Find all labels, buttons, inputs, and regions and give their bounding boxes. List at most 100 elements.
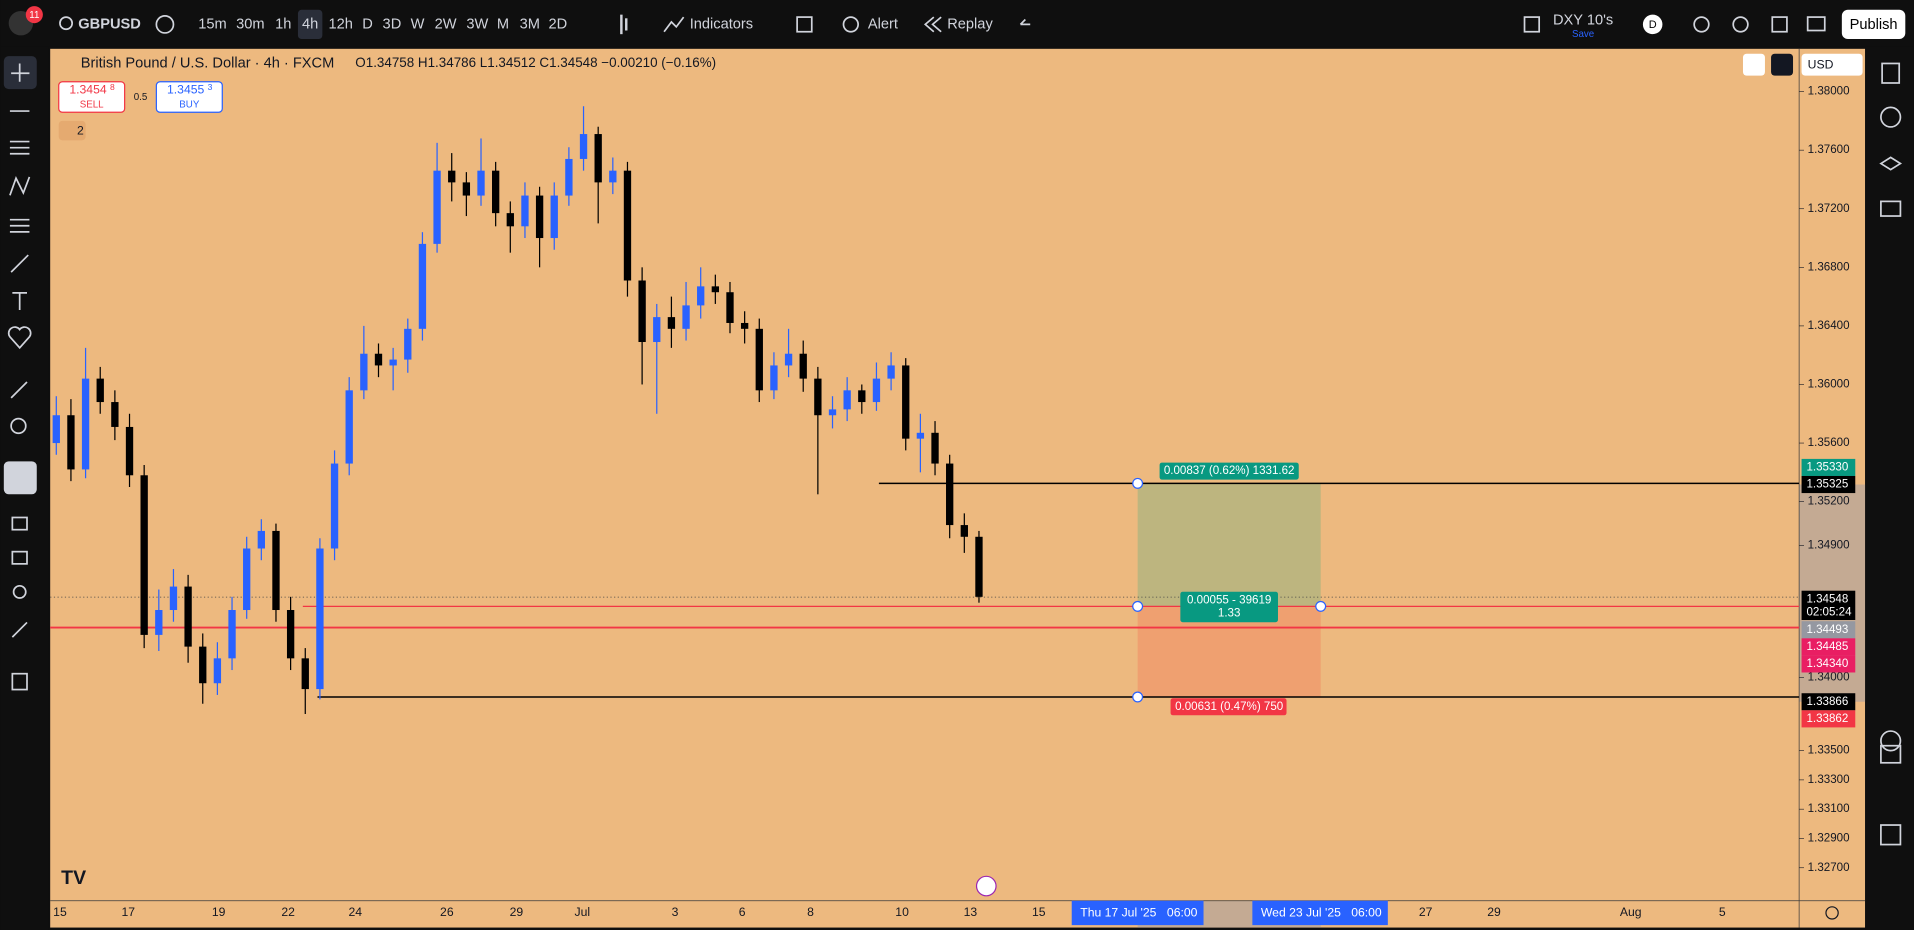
object-tree[interactable]	[1879, 156, 1903, 171]
axis-settings[interactable]	[1825, 906, 1839, 920]
hotlist[interactable]	[1880, 730, 1902, 752]
publish-button[interactable]	[1841, 9, 1906, 40]
text-tool[interactable]	[12, 292, 28, 310]
candle-body	[653, 317, 661, 343]
quick-search[interactable]	[1693, 16, 1710, 33]
x-tick-label: 29	[510, 905, 524, 919]
axis-price-box	[1801, 693, 1856, 711]
x-tick-label: 29	[1487, 905, 1501, 919]
calendar[interactable]	[1880, 744, 1902, 764]
timeframe[interactable]: 2W	[435, 16, 457, 32]
pattern-tool[interactable]	[9, 176, 31, 196]
symbol-title: British Pound / U.S. Dollar · 4h · FXCM	[81, 55, 335, 71]
measure-tool[interactable]	[10, 381, 28, 399]
prediction-tool[interactable]	[9, 218, 30, 233]
candle-body	[697, 286, 705, 306]
add-symbol[interactable]	[155, 15, 175, 34]
fib-tool[interactable]	[9, 140, 30, 155]
indicators-button[interactable]: Indicators	[690, 16, 753, 32]
timeframe[interactable]: 1h	[275, 16, 291, 32]
timeframe[interactable]: W	[411, 16, 425, 32]
layout-status: Save	[1572, 29, 1594, 40]
candle-body	[52, 415, 60, 444]
zoom-tool[interactable]	[10, 417, 27, 435]
watchlist[interactable]	[1881, 62, 1901, 84]
layout-name[interactable]: DXY 10's	[1553, 13, 1613, 29]
buy-button[interactable]	[155, 81, 223, 113]
magnet-tool[interactable]	[3, 461, 37, 495]
currency-select[interactable]	[1801, 53, 1863, 76]
stop-label: 0.00631 (0.47%) 750	[1175, 701, 1283, 713]
event-marker[interactable]	[975, 875, 997, 897]
risk-reward: 1.33	[1218, 608, 1241, 620]
scroll-button[interactable]	[1742, 53, 1765, 76]
lock-tool[interactable]	[11, 550, 28, 565]
x-tick-label: 6	[739, 905, 746, 919]
link-tool[interactable]	[11, 621, 28, 638]
snapshot[interactable]	[1806, 16, 1826, 32]
time-range-box	[1071, 900, 1204, 926]
avatar[interactable]	[1642, 14, 1663, 35]
stop-label-box	[1170, 698, 1287, 716]
sell-button[interactable]	[58, 81, 126, 113]
fullscreen[interactable]	[1771, 16, 1788, 33]
handle[interactable]	[1132, 691, 1144, 703]
stay-drawing[interactable]	[11, 516, 28, 531]
candle-body	[843, 390, 851, 410]
timeframe[interactable]: 3W	[466, 16, 488, 32]
timeframe[interactable]: 30m	[236, 16, 264, 32]
candle-body	[858, 390, 866, 403]
maximize-button[interactable]	[1771, 53, 1794, 76]
timeframe[interactable]: 3M	[520, 16, 540, 32]
timeframe[interactable]: 15m	[198, 16, 226, 32]
candle-body	[286, 610, 295, 659]
undo[interactable]	[1019, 18, 1031, 26]
chat[interactable]	[1880, 200, 1902, 217]
delete-tool[interactable]	[11, 672, 28, 691]
y-tick-label: 1.36000	[1808, 379, 1850, 391]
time-range-box	[1252, 900, 1388, 926]
indicator-toggle[interactable]	[58, 120, 86, 141]
y-tick-label: 1.33100	[1808, 803, 1850, 815]
handle[interactable]	[1132, 600, 1144, 612]
candle-body	[213, 658, 222, 684]
candle-body	[623, 170, 632, 281]
y-tick-label: 1.32700	[1808, 862, 1850, 874]
hide-tool[interactable]	[12, 584, 27, 599]
layout-icon[interactable]	[1523, 16, 1541, 33]
axis-price-box	[1801, 475, 1856, 494]
crosshair-tool[interactable]	[11, 63, 30, 82]
search-icon[interactable]	[59, 16, 74, 31]
candle-body	[448, 170, 456, 183]
alert-button[interactable]: Alert	[868, 16, 898, 32]
y-tick-label: 1.36400	[1808, 320, 1850, 332]
handle[interactable]	[1132, 477, 1144, 489]
timeframe[interactable]: M	[497, 16, 509, 32]
x-tick-label: 13	[964, 905, 978, 919]
chart-type-icon[interactable]	[620, 14, 623, 35]
products[interactable]	[1880, 824, 1902, 846]
handle[interactable]	[1315, 600, 1327, 612]
candle-body	[828, 409, 837, 416]
entry-label-box	[1180, 591, 1278, 623]
favorites-tool[interactable]	[7, 326, 32, 350]
x-tick-label: 17	[122, 905, 136, 919]
buy-label: BUY	[179, 100, 200, 111]
candle-body	[550, 195, 558, 239]
timeframe[interactable]: 12h	[328, 16, 352, 32]
axis-price-label: 1.35325	[1806, 479, 1848, 491]
timeframe[interactable]: 3D	[383, 16, 402, 32]
right-toolbar	[1865, 46, 1914, 930]
templates-icon[interactable]	[796, 16, 813, 33]
timeframe[interactable]: 2D	[549, 16, 568, 32]
y-tick-label: 1.38000	[1808, 86, 1850, 98]
alerts-panel[interactable]	[1880, 106, 1902, 128]
symbol[interactable]: GBPUSD	[78, 16, 141, 32]
timeframe[interactable]: 4h	[302, 16, 318, 32]
chart-type-icon	[625, 18, 628, 31]
settings[interactable]	[1732, 16, 1749, 33]
brush-tool[interactable]	[10, 254, 29, 273]
replay-button[interactable]: Replay	[947, 16, 993, 32]
candle-body	[301, 658, 309, 690]
timeframe[interactable]: D	[362, 16, 373, 32]
